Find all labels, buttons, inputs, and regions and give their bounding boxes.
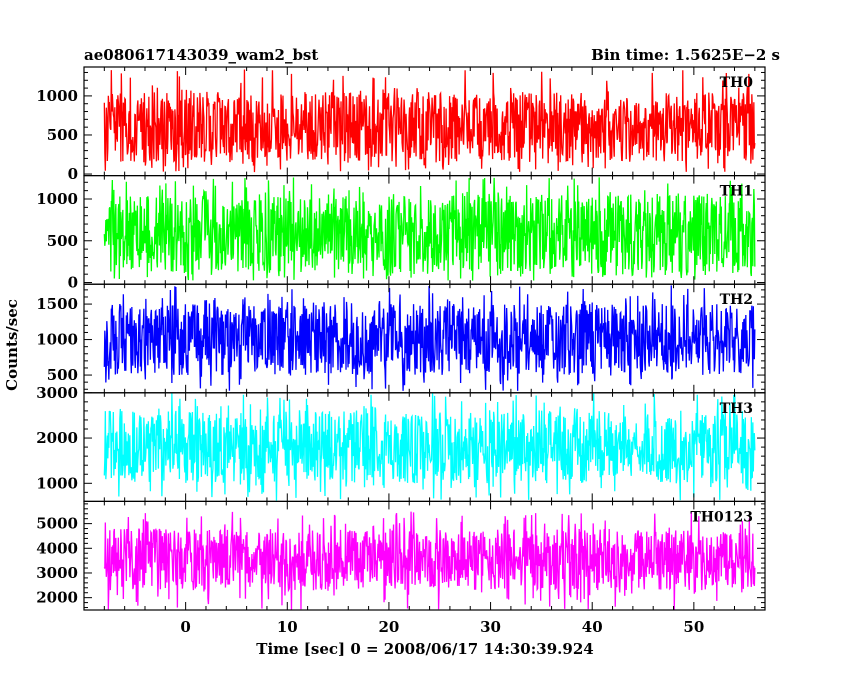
panel-th0123: 2000 3000 4000 5000 TH0123	[36, 500, 766, 611]
y-tick-label: 0	[68, 274, 78, 292]
bin-time-label: Bin time: 1.5625E−2 s	[591, 46, 780, 64]
y-tick-label: 500	[47, 232, 78, 250]
panel-label-th0123: TH0123	[690, 509, 753, 525]
x-tick-label: 30	[480, 618, 501, 636]
y-tick-label: 1000	[36, 331, 78, 349]
y-tick-label: 1000	[36, 474, 78, 492]
panel-label-th0: TH0	[720, 75, 754, 91]
series-line-th0123	[103, 511, 756, 610]
y-axis-label: Counts/sec	[3, 299, 21, 391]
y-tick-label: 2000	[36, 589, 78, 607]
y-tick-label: 1500	[36, 295, 78, 313]
x-tick-label: 0	[180, 618, 190, 636]
x-tick-label: 50	[683, 618, 704, 636]
panel-label-th3: TH3	[720, 401, 753, 417]
y-tick-label: 500	[47, 366, 78, 384]
y-tick-label: 2000	[36, 429, 78, 447]
panel-label-th2: TH2	[720, 292, 753, 308]
x-tick-label: 40	[582, 618, 603, 636]
series-line-th2	[103, 285, 756, 391]
y-tick-label: 1000	[36, 190, 78, 208]
y-tick-label: 3000	[36, 384, 78, 402]
chart-title: ae080617143039_wam2_bst	[84, 46, 318, 64]
x-tick-label: 10	[277, 618, 298, 636]
panel-th2: 500 1000 1500 TH2	[36, 283, 766, 394]
series-line-th1	[103, 177, 756, 281]
panels-group: 0 500 1000 TH0 0 500 1000 TH1 500 1000 1500 TH2 1000…	[36, 66, 766, 611]
x-axis-label: Time [sec] 0 = 2008/06/17 14:30:39.924	[256, 640, 593, 658]
series-line-th0	[103, 69, 756, 173]
y-tick-label: 0	[68, 165, 78, 183]
x-axis: 0 10 20 30 40 50	[180, 618, 704, 636]
panel-th0: 0 500 1000 TH0	[36, 66, 766, 183]
x-tick-label: 20	[378, 618, 399, 636]
panel-label-th1: TH1	[720, 184, 753, 200]
y-tick-label: 500	[47, 126, 78, 144]
series-line-th3	[103, 393, 756, 501]
panel-frame	[83, 500, 766, 611]
panel-th1: 0 500 1000 TH1	[36, 175, 766, 292]
y-tick-label: 4000	[36, 539, 78, 557]
panel-th3: 1000 2000 3000 TH3	[36, 384, 766, 502]
y-tick-label: 5000	[36, 515, 78, 533]
y-tick-label: 1000	[36, 87, 78, 105]
y-tick-label: 3000	[36, 564, 78, 582]
